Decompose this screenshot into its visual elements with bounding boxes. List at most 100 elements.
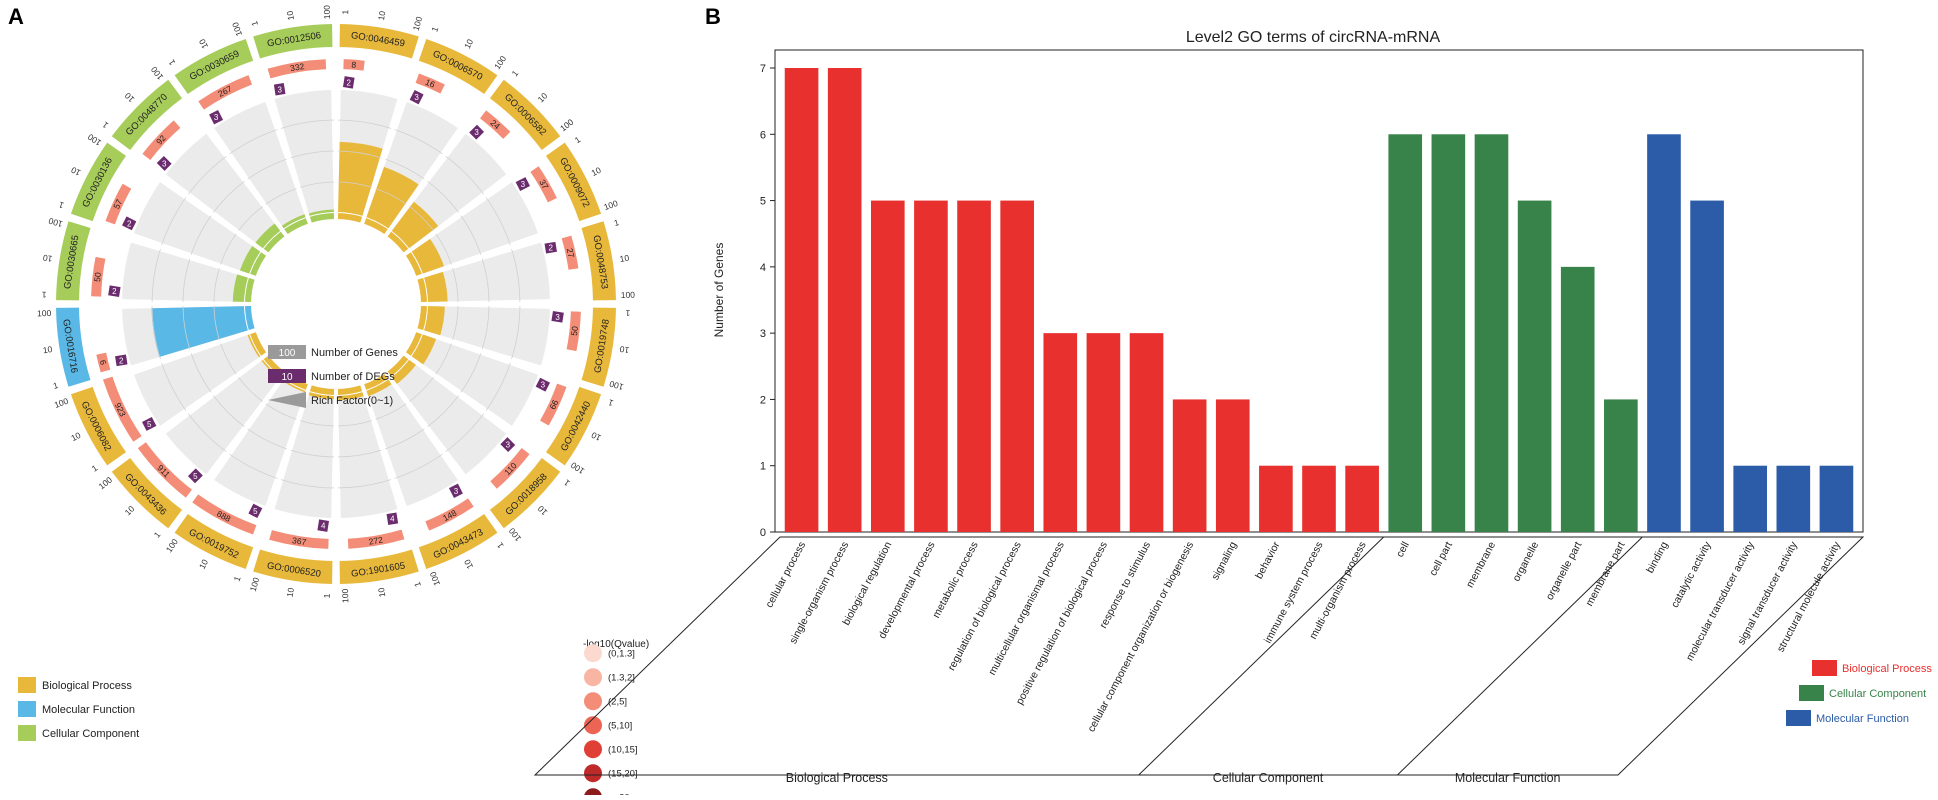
rich-factor-bar (308, 392, 334, 400)
scale-tick: 1 (322, 593, 332, 598)
scale-tick: 10 (69, 430, 82, 443)
bar (1345, 465, 1379, 532)
gene-count-label: 272 (368, 535, 384, 547)
scale-tick: 100 (411, 15, 425, 32)
rich-factor-bar (338, 392, 364, 401)
go-term-band (418, 38, 498, 94)
deg-count-label: 4 (321, 522, 326, 531)
gene-count-label: 37 (537, 178, 551, 191)
go-term-band (174, 38, 254, 94)
qvalue-legend-dot (584, 692, 602, 711)
inner-ring (245, 277, 255, 303)
bar (1690, 200, 1724, 533)
scale-tick: 100 (149, 64, 166, 82)
radial-separator (403, 352, 512, 432)
rich-factor-bar (247, 334, 261, 358)
bar (1086, 333, 1121, 532)
scale-tick: 1 (495, 541, 506, 551)
inner-ring (364, 218, 388, 235)
scale-tick: 10 (535, 503, 549, 517)
bar (1431, 134, 1466, 533)
x-tick-label: behavior (1253, 539, 1283, 581)
legend-label: Molecular Function (1816, 713, 1909, 725)
rich-factor-bg (424, 306, 550, 366)
bar (1388, 134, 1423, 533)
group-separator (1397, 536, 1643, 776)
scale-tick: 1 (166, 58, 177, 68)
rich-factor-bar (308, 209, 334, 216)
gene-count-bar (566, 311, 581, 352)
inner-ring (250, 332, 267, 356)
deg-count-box (108, 285, 121, 298)
deg-count-label: 5 (253, 507, 258, 516)
scale-tick: 100 (164, 537, 180, 555)
bar (1474, 134, 1509, 533)
go-term-band (489, 79, 561, 151)
y-tick-label: 0 (760, 527, 766, 539)
deg-count-label: 2 (549, 244, 554, 253)
scale-tick: 1 (573, 134, 583, 145)
genes-swatch-text: 100 (279, 348, 296, 359)
rich-factor-bg (274, 90, 334, 216)
deg-count-box (386, 512, 399, 525)
inner-ring (417, 305, 427, 331)
inner-ring (405, 332, 422, 356)
scale-tick: 1 (41, 290, 46, 300)
bar (1259, 465, 1293, 532)
deg-count-label: 2 (112, 287, 117, 296)
scale-tick: 10 (69, 165, 82, 178)
rich-factor-bg (391, 359, 507, 475)
radial-separator (384, 371, 464, 480)
scale-tick: 10 (285, 587, 296, 598)
gene-count-bar (425, 498, 474, 531)
degs-swatch (268, 369, 306, 383)
deg-count-box (121, 216, 137, 231)
scale-tick: 1 (232, 575, 243, 583)
scale-tick: 1 (340, 9, 350, 14)
bar (870, 200, 905, 533)
bar (1819, 465, 1854, 532)
gene-count-bar (102, 376, 142, 442)
bar (1215, 399, 1250, 532)
qvalue-legend-dot (584, 740, 602, 759)
deg-count-box (342, 76, 355, 89)
go-term-band (339, 24, 419, 59)
rich-factor-bg (424, 242, 550, 302)
scale-tick: 100 (340, 588, 350, 603)
scale-tick: 10 (197, 37, 210, 50)
gene-count-label: 8 (351, 60, 357, 70)
gene-count-bar (198, 75, 253, 110)
panel-a-legends: Biological Process Molecular Function Cell… (18, 639, 649, 800)
scale-tick: 100 (53, 396, 70, 410)
x-tick-label: catalytic activity (1669, 539, 1714, 610)
deg-count-label: 5 (147, 420, 152, 429)
qvalue-legend-label: (2,5] (608, 697, 627, 708)
gene-count-bar (347, 529, 405, 549)
scale-tick: 1 (625, 308, 630, 318)
gene-count-label: 27 (565, 247, 577, 259)
bar (914, 200, 948, 533)
gene-count-label: 332 (289, 61, 305, 73)
deg-count-box (448, 483, 463, 498)
rich-factor-bg (165, 133, 281, 249)
x-tick-label: cell (1394, 540, 1412, 560)
go-term-band (70, 142, 126, 222)
genes-legend-label: Number of Genes (311, 347, 398, 359)
x-tick-label: cellular component organization or bioge… (1085, 540, 1196, 734)
radial-separator (403, 176, 512, 256)
rich-factor-swatch (268, 392, 306, 408)
scale-tick: 1 (90, 463, 100, 474)
scale-tick: 100 (428, 570, 442, 587)
scale-tick: 100 (37, 308, 52, 318)
radial-separator (208, 371, 288, 480)
radial-separator (360, 384, 405, 510)
go-term-band (174, 514, 254, 570)
bar (1517, 200, 1552, 533)
gene-count-bar (415, 73, 445, 94)
group-separator (1138, 536, 1385, 776)
scale-tick: 100 (602, 198, 619, 212)
inner-ring (250, 252, 267, 276)
group-label: Molecular Function (1455, 771, 1561, 785)
